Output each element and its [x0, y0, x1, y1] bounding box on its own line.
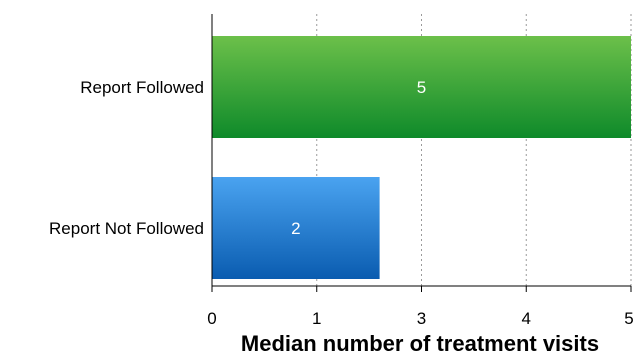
x-tick-label: 5 — [624, 309, 633, 328]
x-axis-title: Median number of treatment visits — [241, 331, 599, 356]
bar-report-not-followed — [212, 177, 380, 279]
category-label: Report Not Followed — [49, 219, 204, 238]
x-tick-label: 4 — [522, 309, 531, 328]
bar-value-label: 2 — [291, 219, 300, 238]
x-tick-label: 1 — [312, 309, 321, 328]
bar-report-followed — [212, 36, 631, 138]
bars — [212, 36, 631, 279]
x-tick-label: 0 — [207, 309, 216, 328]
labels: 0 1 3 4 5 5 Report Followed 2 Report Not Followe… — [49, 78, 634, 328]
x-tick-marks — [211, 286, 632, 292]
category-label: Report Followed — [80, 78, 204, 97]
bar-value-label: 5 — [417, 78, 426, 97]
x-tick-label: 3 — [417, 309, 426, 328]
